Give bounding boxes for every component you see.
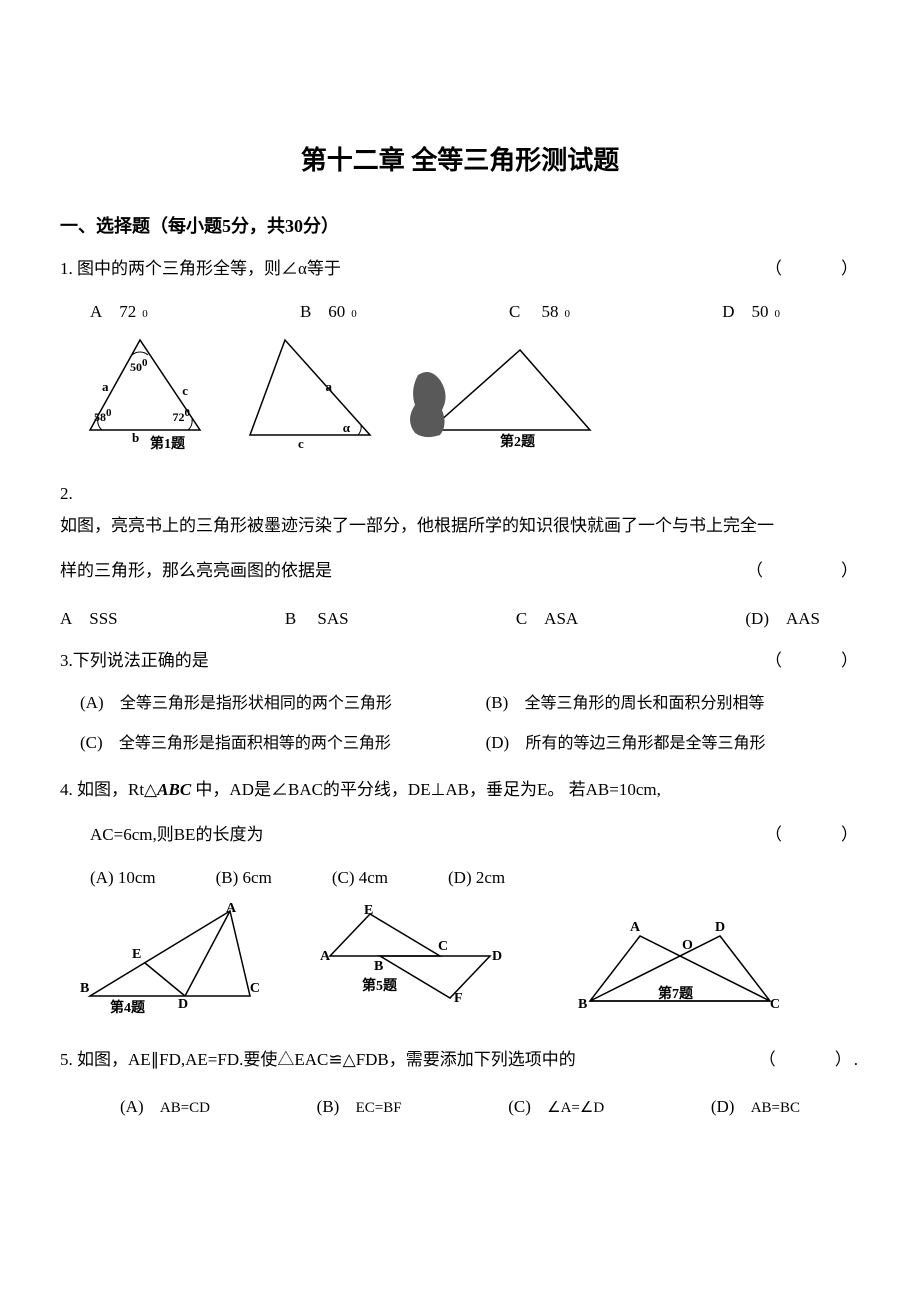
q5-options: (A) AB=CD (B) EC=BF (C) ∠A=∠D (D) AB=BC: [60, 1093, 860, 1120]
q1-blank: （ ）: [765, 255, 860, 282]
q2-blank: （ ）: [746, 552, 860, 589]
q4-num: 4.: [60, 780, 73, 799]
q1-opt-b: B 600: [300, 298, 357, 325]
question-4: 4. 如图，Rt△ABC 中，AD是∠BAC的平分线，DE⊥AB，垂足为E。 若…: [60, 776, 860, 848]
q1-opt-a: A 720: [90, 298, 148, 325]
q3-text: 下列说法正确的是: [73, 651, 209, 670]
q3-opt-b: (B) 全等三角形的周长和面积分别相等: [486, 689, 860, 717]
q1-opt-d: D 500: [722, 298, 780, 325]
figure-1: a c b 500 580 720 第1题: [80, 335, 220, 455]
q1-text: 图中的两个三角形全等，则∠α等于: [77, 259, 341, 278]
q4-options: (A) 10cm (B) 6cm (C) 4cm (D) 2cm: [60, 864, 860, 891]
question-2: 2. 如图，亮亮书上的三角形被墨迹污染了一部分，他根据所学的知识很快就画了一个与…: [60, 480, 860, 590]
q2-opt-d: (D) AAS: [745, 605, 820, 632]
figure-7: A D O B C 第7题: [580, 921, 780, 1021]
q4-line2: AC=6cm,则BE的长度为: [90, 821, 263, 848]
q5-opt-c: (C) ∠A=∠D: [508, 1093, 604, 1120]
page-title: 第十二章 全等三角形测试题: [60, 140, 860, 182]
q3-opts-row1: (A) 全等三角形是指形状相同的两个三角形 (B) 全等三角形的周长和面积分别相…: [60, 689, 860, 717]
q3-opt-a: (A) 全等三角形是指形状相同的两个三角形: [80, 689, 454, 717]
q2-line2: 样的三角形，那么亮亮画图的依据是: [60, 552, 332, 589]
section-heading: 一、选择题（每小题5分，共30分）: [60, 212, 860, 241]
q3-opt-c: (C) 全等三角形是指面积相等的两个三角形: [80, 729, 454, 757]
q4-opt-b: (B) 6cm: [216, 864, 272, 891]
question-3: 3.下列说法正确的是 （ ）: [60, 647, 860, 674]
q1-num: 1.: [60, 259, 73, 278]
q4-blank: （ ）: [765, 821, 860, 848]
question-5: 5. 如图，AE∥FD,AE=FD.要使△EAC≌△FDB，需要添加下列选项中的…: [60, 1046, 860, 1073]
q5-num: 5.: [60, 1050, 73, 1069]
q3-opts-row2: (C) 全等三角形是指面积相等的两个三角形 (D) 所有的等边三角形都是全等三角…: [60, 729, 860, 757]
q2-opt-a: A SSS: [60, 605, 118, 632]
q5-blank: （ ）.: [759, 1046, 860, 1073]
figure-row-1: a c b 500 580 720 第1题 a c α 第2题: [80, 335, 860, 455]
q3-blank: （ ）: [765, 647, 860, 674]
q2-opt-b: B SAS: [285, 605, 349, 632]
figure-1b: a c α: [240, 335, 380, 455]
figure-row-2: A B C D E 第4题 E A B C D F 第5题 A D O B C …: [80, 906, 860, 1021]
figure-5: E A B C D F 第5题: [320, 906, 520, 1021]
q5-opt-d: (D) AB=BC: [711, 1093, 800, 1120]
q3-opt-d: (D) 所有的等边三角形都是全等三角形: [486, 729, 860, 757]
q2-num: 2.: [60, 480, 860, 507]
q3-num: 3.: [60, 651, 73, 670]
q4-opt-a: (A) 10cm: [90, 864, 156, 891]
q4-line1b: 中，AD是∠BAC的平分线，DE⊥AB，垂足为E。 若AB=10cm,: [195, 780, 660, 799]
q5-opt-b: (B) EC=BF: [317, 1093, 402, 1120]
q5-opt-a: (A) AB=CD: [120, 1093, 210, 1120]
q2-line1: 如图，亮亮书上的三角形被墨迹污染了一部分，他根据所学的知识很快就画了一个与书上完…: [60, 507, 860, 544]
q5-text: 如图，AE∥FD,AE=FD.要使△EAC≌△FDB，需要添加下列选项中的: [77, 1050, 576, 1069]
q4-abc: ABC: [157, 780, 191, 799]
q2-opt-c: C ASA: [516, 605, 578, 632]
q4-line1a: 如图，Rt△: [77, 780, 157, 799]
figure-4: A B C D E 第4题: [80, 906, 260, 1021]
figure-2: 第2题: [400, 345, 600, 455]
q4-opt-d: (D) 2cm: [448, 864, 505, 891]
q1-opt-c: C 580: [509, 298, 570, 325]
q2-options: A SSS B SAS C ASA (D) AAS: [60, 605, 860, 632]
question-1: 1. 图中的两个三角形全等，则∠α等于 （ ）: [60, 255, 860, 282]
q4-opt-c: (C) 4cm: [332, 864, 388, 891]
